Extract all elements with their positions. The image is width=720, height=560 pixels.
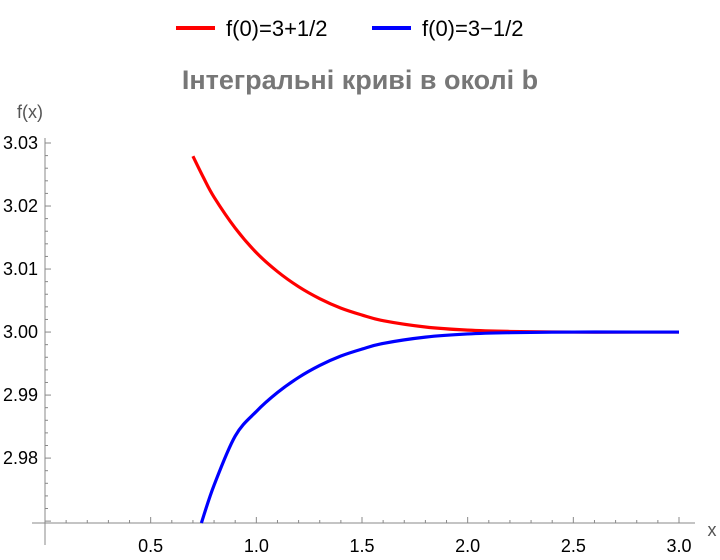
- x-tick-label: 3.0: [666, 536, 691, 556]
- legend: f(0)=3+1/2 f(0)=3−1/2: [176, 16, 524, 41]
- y-axis-label: f(x): [17, 102, 43, 122]
- y-tick-label: 3.02: [3, 196, 38, 216]
- x-ticks: 0.5 1.0 1.5 2.0 2.5 3.0: [65, 517, 692, 556]
- x-tick-label: 2.0: [455, 536, 480, 556]
- x-tick-label: 1.5: [349, 536, 374, 556]
- y-tick-label: 3.00: [3, 322, 38, 342]
- y-tick-label: 2.98: [3, 448, 38, 468]
- x-axis-label: x: [708, 520, 717, 540]
- series-group: [191, 155, 679, 524]
- y-tick-label: 3.03: [3, 133, 38, 153]
- x-tick-label: 0.5: [138, 536, 163, 556]
- legend-label-series-2: f(0)=3−1/2: [422, 16, 524, 41]
- y-tick-label: 2.99: [3, 385, 38, 405]
- chart-title: Інтегральні криві в околі b: [182, 65, 538, 95]
- y-ticks: 2.98 2.99 3.00 3.01 3.02 3.03: [3, 133, 51, 522]
- y-tick-label: 3.01: [3, 259, 38, 279]
- series-line-1: [191, 155, 679, 334]
- series-line-2: [199, 330, 679, 524]
- x-tick-label: 1.0: [244, 536, 269, 556]
- x-tick-label: 2.5: [561, 536, 586, 556]
- legend-label-series-1: f(0)=3+1/2: [226, 16, 328, 41]
